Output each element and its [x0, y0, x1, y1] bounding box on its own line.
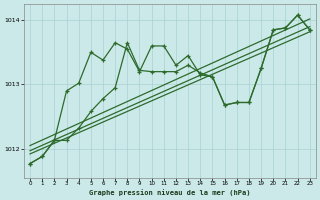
X-axis label: Graphe pression niveau de la mer (hPa): Graphe pression niveau de la mer (hPa) — [89, 189, 251, 196]
